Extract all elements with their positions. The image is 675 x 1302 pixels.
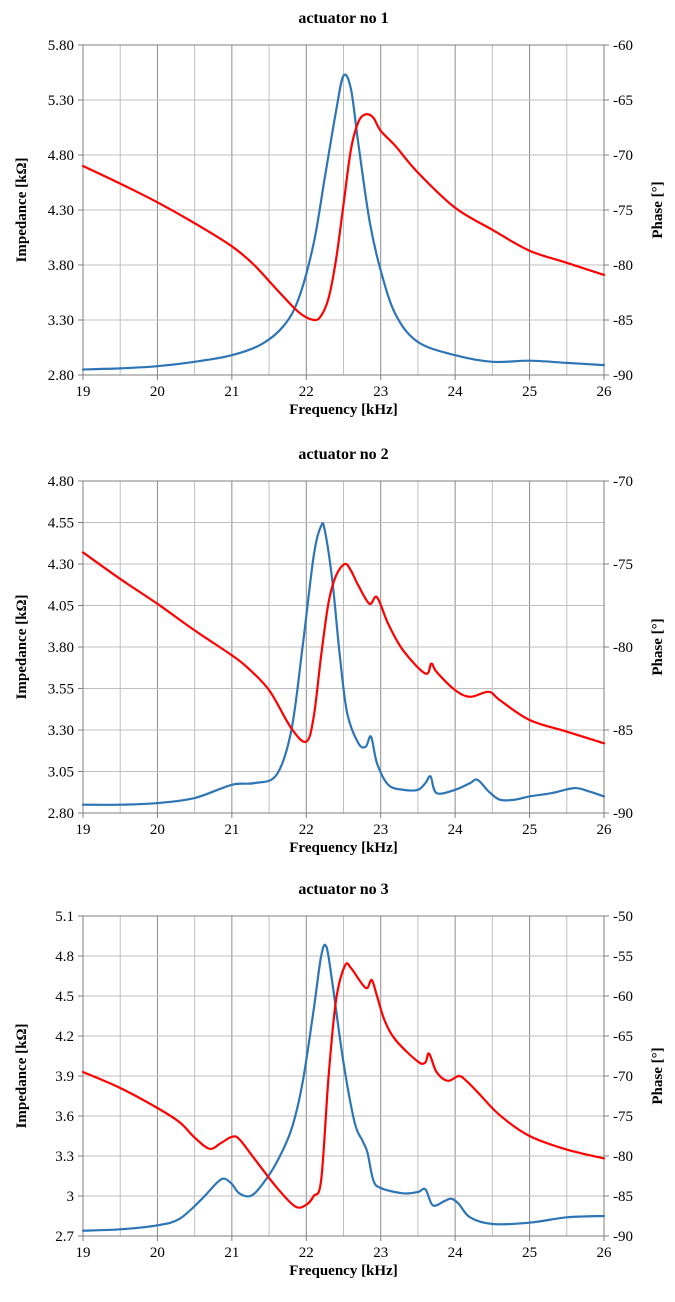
x-tick-label: 21	[224, 1245, 239, 1261]
x-tick-label: 24	[448, 384, 464, 400]
y2-tick-label: -85	[613, 1189, 633, 1205]
x-tick-label: 24	[448, 1245, 464, 1261]
y-tick-label: 4.8	[55, 949, 74, 965]
y-tick-label: 5.30	[48, 93, 74, 109]
y-tick-label: 3.80	[48, 258, 74, 274]
x-tick-label: 26	[597, 384, 613, 400]
x-axis-label: Frequency [kHz]	[289, 840, 397, 856]
phase-series-line	[81, 962, 606, 1209]
y2-tick-label: -70	[613, 1069, 633, 1085]
x-tick-label: 21	[224, 384, 239, 400]
phase-series-line	[81, 113, 606, 322]
y2-axis-label: Phase [°]	[650, 1047, 666, 1104]
impedance-series-line	[81, 522, 606, 806]
x-axis-label: Frequency [kHz]	[289, 1263, 397, 1279]
plot-frame	[82, 915, 605, 1237]
y-tick-label: 4.30	[48, 557, 74, 573]
y-tick-label: 4.05	[48, 599, 74, 615]
y-axis-label: Impedance [kΩ]	[14, 158, 30, 263]
y-tick-label: 2.7	[55, 1229, 74, 1245]
plot-frame	[82, 44, 605, 376]
x-tick-label: 23	[373, 384, 388, 400]
y-tick-label: 5.80	[48, 38, 74, 54]
chart-title: actuator no 2	[298, 446, 388, 463]
y2-tick-label: -80	[613, 258, 633, 274]
y2-tick-label: -55	[613, 949, 633, 965]
y-tick-label: 3.80	[48, 640, 74, 656]
phase-series-line	[81, 551, 606, 745]
y2-tick-label: -90	[613, 806, 633, 822]
x-tick-label: 20	[150, 822, 165, 838]
y-tick-label: 3.55	[48, 682, 74, 698]
x-tick-label: 20	[150, 384, 165, 400]
y2-tick-label: -80	[613, 1149, 633, 1165]
y-tick-label: 4.5	[55, 989, 74, 1005]
y-tick-label: 2.80	[48, 368, 74, 384]
y2-tick-label: -75	[613, 557, 633, 573]
y2-tick-label: -90	[613, 1229, 633, 1245]
x-tick-label: 22	[299, 822, 314, 838]
x-tick-label: 21	[224, 822, 239, 838]
y2-tick-label: -60	[613, 38, 633, 54]
y2-axis-label: Phase [°]	[650, 618, 666, 675]
y2-tick-label: -75	[613, 1109, 633, 1125]
x-tick-label: 24	[448, 822, 464, 838]
x-tick-label: 22	[299, 1245, 314, 1261]
impedance-series-line	[81, 73, 606, 371]
y2-tick-label: -75	[613, 203, 633, 219]
x-tick-label: 22	[299, 384, 314, 400]
y2-tick-label: -80	[613, 640, 633, 656]
y-tick-label: 4.80	[48, 474, 74, 490]
x-tick-label: 23	[373, 1245, 388, 1261]
y2-tick-label: -85	[613, 723, 633, 739]
x-axis-label: Frequency [kHz]	[289, 402, 397, 418]
x-tick-label: 26	[597, 1245, 613, 1261]
y-tick-label: 2.80	[48, 806, 74, 822]
x-tick-label: 26	[597, 822, 613, 838]
y-tick-label: 4.80	[48, 148, 74, 164]
chart-1: actuator no 1 2.80 3.30 3.80 4.30 4.80 5.30 5.8…	[14, 10, 666, 418]
y-tick-label: 3.05	[48, 765, 74, 781]
y2-tick-label: -70	[613, 474, 633, 490]
x-tick-label: 23	[373, 822, 388, 838]
x-tick-label: 20	[150, 1245, 165, 1261]
chart-title: actuator no 3	[298, 881, 388, 898]
chart-3: actuator no 3 2.7 3 3.3 3.6 3.9 4.2 4.5 4.8 5.1 -9…	[14, 881, 666, 1279]
y2-tick-label: -50	[613, 909, 633, 925]
x-tick-label: 19	[76, 1245, 91, 1261]
y2-tick-label: -60	[613, 989, 633, 1005]
y-tick-label: 3	[67, 1189, 75, 1205]
plot-frame	[82, 480, 605, 814]
x-tick-label: 19	[76, 822, 91, 838]
y2-tick-label: -85	[613, 313, 633, 329]
y2-axis-label: Phase [°]	[650, 181, 666, 238]
chart-2: actuator no 2 2.80 3.05 3.30 3.55 3.80 4.05 4.3…	[14, 446, 666, 856]
y-tick-label: 3.30	[48, 723, 74, 739]
y2-tick-label: -65	[613, 1029, 633, 1045]
x-tick-label: 25	[522, 822, 537, 838]
y-tick-label: 3.6	[55, 1109, 74, 1125]
x-tick-label: 19	[76, 384, 91, 400]
y-axis-label: Impedance [kΩ]	[14, 595, 30, 700]
y-tick-label: 4.30	[48, 203, 74, 219]
x-tick-label: 25	[522, 1245, 537, 1261]
y2-tick-label: -90	[613, 368, 633, 384]
y-tick-label: 5.1	[55, 909, 74, 925]
y-tick-label: 4.2	[55, 1029, 74, 1045]
y2-tick-label: -70	[613, 148, 633, 164]
y2-tick-label: -65	[613, 93, 633, 109]
y-tick-label: 4.55	[48, 516, 74, 532]
y-tick-label: 3.30	[48, 313, 74, 329]
y-axis-label: Impedance [kΩ]	[14, 1024, 30, 1129]
chart-title: actuator no 1	[298, 10, 388, 27]
impedance-series-line	[81, 943, 606, 1232]
x-tick-label: 25	[522, 384, 537, 400]
y-tick-label: 3.9	[55, 1069, 74, 1085]
y-tick-label: 3.3	[55, 1149, 74, 1165]
